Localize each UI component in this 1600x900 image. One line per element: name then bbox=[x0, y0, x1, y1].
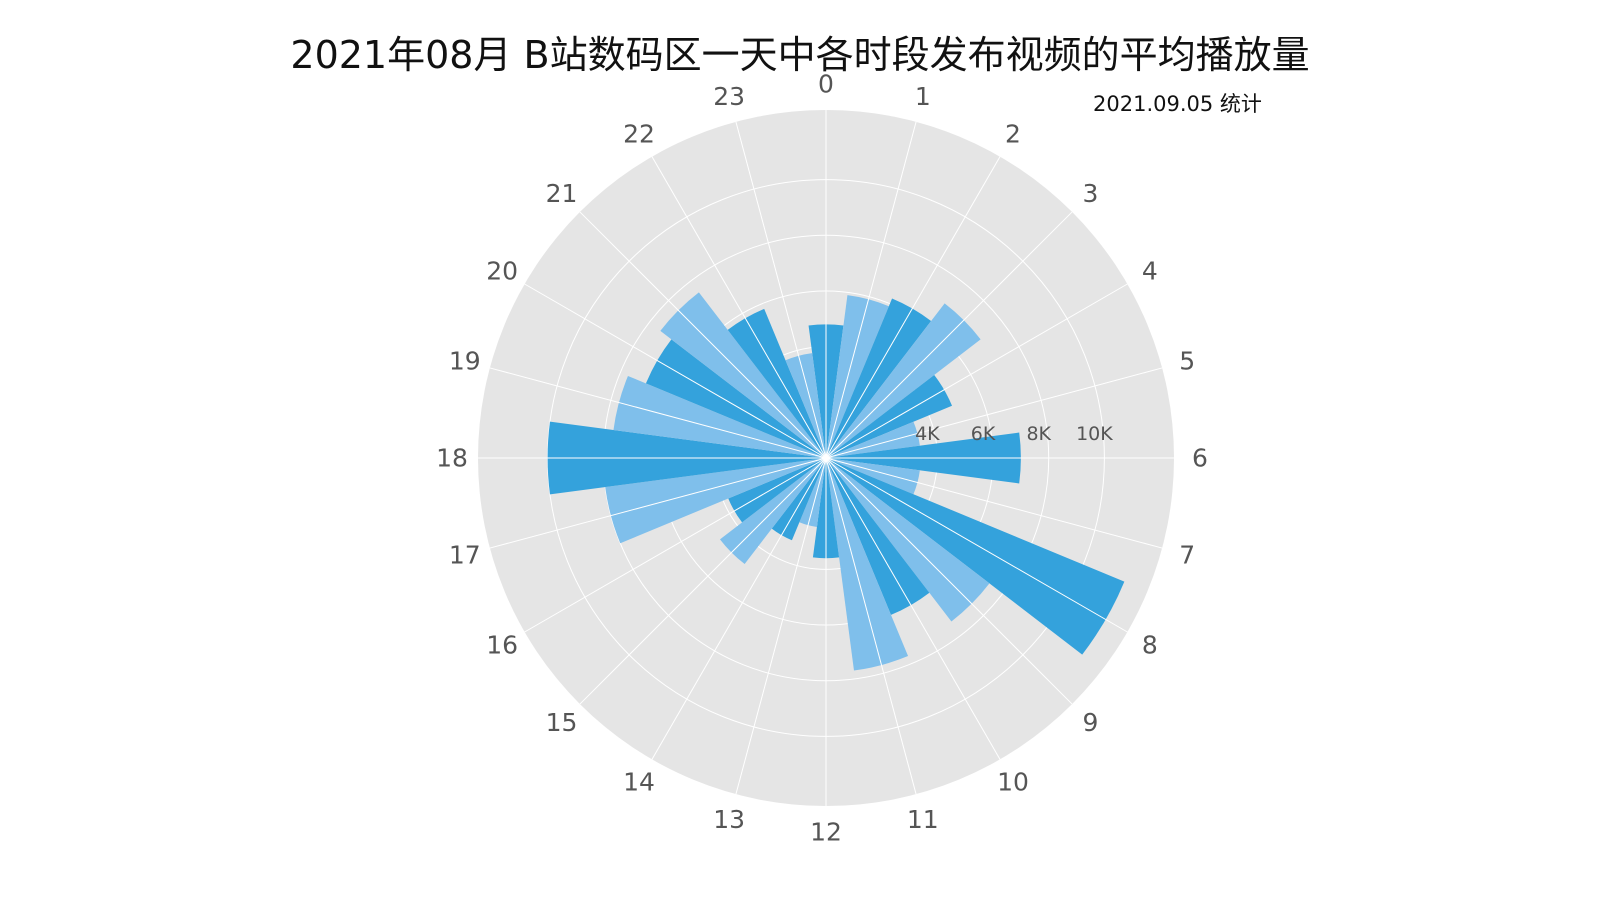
bar-hour-11 bbox=[826, 458, 909, 671]
angular-gridline bbox=[825, 156, 1001, 459]
angular-gridline bbox=[651, 156, 827, 459]
angular-gridline bbox=[735, 457, 827, 795]
angular-tick-label: 13 bbox=[713, 805, 745, 834]
bar-hour-5 bbox=[826, 421, 920, 458]
angular-tick-label: 22 bbox=[623, 120, 655, 149]
bar-hour-16 bbox=[728, 458, 826, 523]
angular-tick-label: 21 bbox=[546, 179, 578, 208]
angular-tick-label: 8 bbox=[1142, 631, 1158, 660]
bar-hour-17 bbox=[605, 458, 826, 544]
bar-hour-8 bbox=[826, 458, 1125, 655]
bar-hour-4 bbox=[826, 374, 953, 458]
radial-tick-label: 10K bbox=[1076, 423, 1113, 445]
angular-gridline bbox=[825, 211, 1073, 459]
angular-gridline bbox=[489, 367, 827, 459]
radial-tick-label: 4K bbox=[915, 423, 940, 445]
angular-gridline bbox=[524, 283, 827, 459]
angular-gridlines bbox=[478, 110, 1174, 806]
tick-labels: 0 12345678910111213141516171819202122234K… bbox=[436, 70, 1208, 847]
angular-tick-label: 4 bbox=[1142, 257, 1158, 286]
angular-tick-label: 2 bbox=[1005, 120, 1021, 149]
angular-tick-label: 18 bbox=[436, 444, 468, 473]
angular-gridline bbox=[489, 457, 827, 549]
angular-tick-label: 15 bbox=[546, 708, 578, 737]
angular-tick-label: 10 bbox=[997, 767, 1029, 796]
angular-gridline bbox=[825, 283, 1128, 459]
radial-tick-label: 6K bbox=[971, 423, 996, 445]
bar-hour-20 bbox=[645, 339, 826, 458]
angular-tick-label: 9 bbox=[1083, 708, 1099, 737]
angular-gridline bbox=[825, 121, 917, 459]
angular-tick-label: 16 bbox=[486, 631, 518, 660]
angular-tick-label: 17 bbox=[449, 540, 481, 569]
angular-tick-label: 7 bbox=[1179, 540, 1195, 569]
angular-tick-label: 23 bbox=[713, 82, 745, 111]
angular-gridline bbox=[579, 211, 827, 459]
bar-hour-19 bbox=[613, 375, 826, 458]
bar-hour-14 bbox=[771, 458, 826, 541]
bar-hour-2 bbox=[826, 298, 932, 458]
angular-tick-label: 6 bbox=[1192, 444, 1208, 473]
angular-tick-label: 12 bbox=[810, 818, 842, 847]
angular-tick-label: 14 bbox=[623, 767, 655, 796]
chart-title: 2021年08月 B站数码区一天中各时段发布视频的平均播放量 bbox=[290, 33, 1310, 77]
bar-hour-10 bbox=[826, 458, 930, 615]
radial-tick-label: 8K bbox=[1026, 423, 1051, 445]
angular-tick-label: 20 bbox=[486, 257, 518, 286]
bar-hour-7 bbox=[826, 458, 920, 495]
angular-tick-label: 11 bbox=[907, 805, 939, 834]
angular-tick-label: 3 bbox=[1083, 179, 1099, 208]
angular-gridline bbox=[825, 457, 1128, 633]
angular-gridline bbox=[651, 457, 827, 760]
angular-gridline bbox=[735, 121, 827, 459]
bar-hour-1 bbox=[826, 295, 889, 458]
angular-gridline bbox=[825, 457, 1163, 549]
chart-subtitle: 2021.09.05 统计 bbox=[1093, 92, 1262, 116]
angular-gridline bbox=[825, 457, 1073, 705]
angular-gridline bbox=[825, 457, 1001, 760]
bar-hour-13 bbox=[799, 458, 826, 527]
angular-gridline bbox=[579, 457, 827, 705]
angular-tick-label: 5 bbox=[1179, 347, 1195, 376]
angular-tick-label: 0 bbox=[818, 70, 834, 99]
angular-tick-label: 19 bbox=[449, 347, 481, 376]
angular-gridline bbox=[825, 457, 917, 795]
angular-gridline bbox=[825, 367, 1163, 459]
bar-hour-23 bbox=[785, 353, 826, 458]
bar-hour-22 bbox=[727, 308, 826, 458]
angular-gridline bbox=[524, 457, 827, 633]
angular-tick-label: 1 bbox=[915, 82, 931, 111]
